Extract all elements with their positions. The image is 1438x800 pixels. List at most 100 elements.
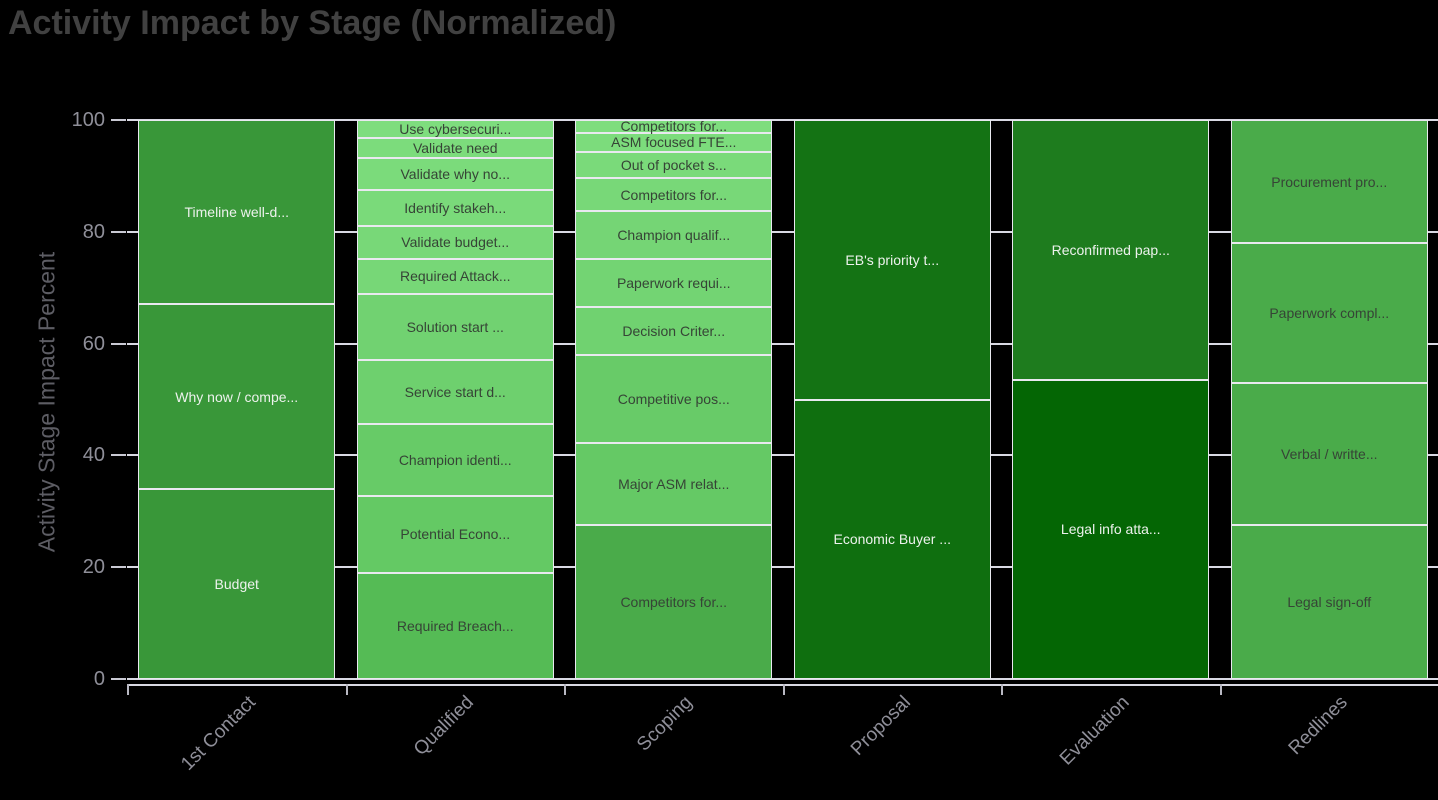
bar-segment-label: ASM focused FTE... (611, 134, 737, 151)
bar-segment-label: EB's priority t... (845, 251, 940, 268)
x-axis-tick (782, 684, 785, 695)
x-category-label: Qualified (410, 692, 479, 760)
bar-segment: Verbal / writte... (1230, 382, 1428, 526)
bar-segment: Competitive pos... (575, 354, 773, 444)
y-tick-label: 40 (82, 444, 105, 467)
bar-segment-label: Required Breach... (396, 617, 514, 634)
bar-segment-label: Validate budget... (401, 234, 510, 251)
bar-segment: Legal sign-off (1230, 525, 1428, 679)
x-axis-tick (345, 684, 348, 695)
bar-segment: Procurement pro... (1230, 120, 1428, 243)
bar-segment: ASM focused FTE... (575, 132, 773, 152)
bar-segment-label: Competitors for... (620, 118, 728, 135)
chart-title: Activity Impact by Stage (Normalized) (8, 4, 617, 42)
bar-segment: Validate need (356, 137, 554, 159)
bar-segment: Competitors for... (575, 178, 773, 212)
gridline (127, 230, 1438, 233)
bar-segment: Paperwork requi... (575, 259, 773, 307)
bar-segment-label: Timeline well-d... (184, 204, 289, 221)
y-tick-label: 0 (93, 668, 105, 690)
bar-segment-label: Competitive pos... (617, 390, 730, 407)
x-category-label: Evaluation (1056, 692, 1134, 770)
bar-segment-label: Identify stakeh... (404, 199, 507, 216)
bar-segment: Identify stakeh... (356, 189, 554, 226)
bar-segment-label: Validate need (412, 139, 498, 156)
bar-segment-label: Decision Criter... (622, 322, 726, 339)
bar-segment-label: Validate why no... (400, 165, 510, 182)
bar-segment: Timeline well-d... (138, 120, 336, 305)
bar-segment-label: Verbal / writte... (1281, 446, 1378, 463)
bar-segment-label: Procurement pro... (1271, 173, 1388, 190)
bar-segment-label: Service start d... (404, 383, 506, 400)
plot-area: 0 20 40 60 80 100 Budget Why now / compe... Time… (72, 109, 1438, 775)
bar-segment-label: Champion qualif... (617, 227, 731, 244)
x-axis-tick (1219, 684, 1222, 695)
bar-segment: Decision Criter... (575, 306, 773, 355)
bar-segment: Required Attack... (356, 258, 554, 294)
bar-segment-label: Why now / compe... (175, 388, 299, 405)
x-axis-tick (564, 684, 566, 695)
bar-segment: Why now / compe... (138, 304, 336, 489)
bar-segment: Service start d... (356, 359, 554, 424)
bar-segment-label: Paperwork requi... (616, 274, 731, 291)
y-tick-label: 100 (71, 109, 105, 131)
bar-segment: Out of pocket s... (575, 151, 773, 179)
bar-segment: Paperwork compl... (1230, 242, 1428, 383)
bar-segment-label: Potential Econo... (400, 526, 511, 543)
bar-segment-label: Budget (214, 575, 259, 592)
gridline (127, 566, 1438, 569)
bar-segment-label: Out of pocket s... (620, 157, 727, 173)
bar-segment: Validate why no... (356, 158, 554, 190)
x-category-label: Redlines (1284, 692, 1353, 760)
y-axis-title: Activity Stage Impact Percent (33, 251, 60, 553)
bar-segment-label: Reconfirmed pap... (1051, 241, 1170, 258)
bar-segment-label: Paperwork compl... (1269, 304, 1390, 321)
gridline (127, 678, 1438, 680)
bar-segment: Champion identi... (356, 423, 554, 496)
x-category-label: 1st Contact (176, 692, 260, 775)
bar-segment-label: Solution start ... (406, 318, 504, 335)
bar-segment: Required Breach... (356, 572, 554, 679)
stage-bar-proposal: Economic Buyer ... EB's priority t... (793, 120, 991, 679)
stage-bar-redlines: Legal sign-off Verbal / writte... Paperwor… (1230, 120, 1428, 679)
bar-segment-label: Competitors for... (620, 593, 728, 610)
y-tick-label: 60 (82, 332, 105, 355)
x-axis-tick (127, 684, 129, 695)
x-category-label: Scoping (633, 692, 697, 756)
bar-segment: Reconfirmed pap... (1012, 120, 1210, 380)
bar-segment: Economic Buyer ... (793, 399, 991, 679)
bar-segment: Use cybersecuri... (356, 120, 554, 138)
bar-segment-label: Legal sign-off (1287, 594, 1372, 611)
x-category-label: Proposal (847, 692, 916, 760)
bar-segment: Validate budget... (356, 225, 554, 259)
bar-segment-label: Use cybersecuri... (399, 120, 512, 137)
bar-segment: Legal info atta... (1012, 379, 1210, 679)
gridline (127, 342, 1438, 345)
bar-segment: Budget (138, 488, 336, 679)
y-axis-tick (111, 678, 126, 680)
bar-segment-label: Economic Buyer ... (833, 531, 951, 548)
gridline (127, 454, 1438, 457)
bar-segment: Competitors for... (575, 118, 773, 135)
gridline (127, 119, 1438, 121)
y-tick-label: 20 (82, 556, 105, 579)
bar-segment: Competitors for... (575, 524, 773, 679)
y-axis-tick (111, 342, 126, 345)
y-axis-tick (111, 119, 126, 121)
x-axis-tick (1001, 684, 1003, 695)
bar-segment: Champion qualif... (575, 211, 773, 260)
stage-bar-qualified: Required Breach... Potential Econo... Cham… (356, 120, 554, 679)
stage-bar-evaluation: Legal info atta... Reconfirmed pap... (1012, 120, 1210, 679)
bar-segment-label: Required Attack... (399, 268, 511, 285)
bar-segment: Potential Econo... (356, 495, 554, 573)
bar-segment-label: Champion identi... (398, 451, 512, 468)
stage-bar-1st-contact: Budget Why now / compe... Timeline well-d.… (138, 120, 336, 679)
y-axis-tick (111, 454, 126, 457)
bar-segment-label: Major ASM relat... (618, 475, 730, 492)
stage-bar-scoping: Competitors for... Major ASM relat... Comp… (575, 118, 773, 679)
y-tick-label: 80 (82, 220, 105, 243)
bar-segment: Major ASM relat... (575, 443, 773, 525)
bar-segment: Solution start ... (356, 293, 554, 360)
bar-segment-label: Legal info atta... (1060, 521, 1161, 538)
